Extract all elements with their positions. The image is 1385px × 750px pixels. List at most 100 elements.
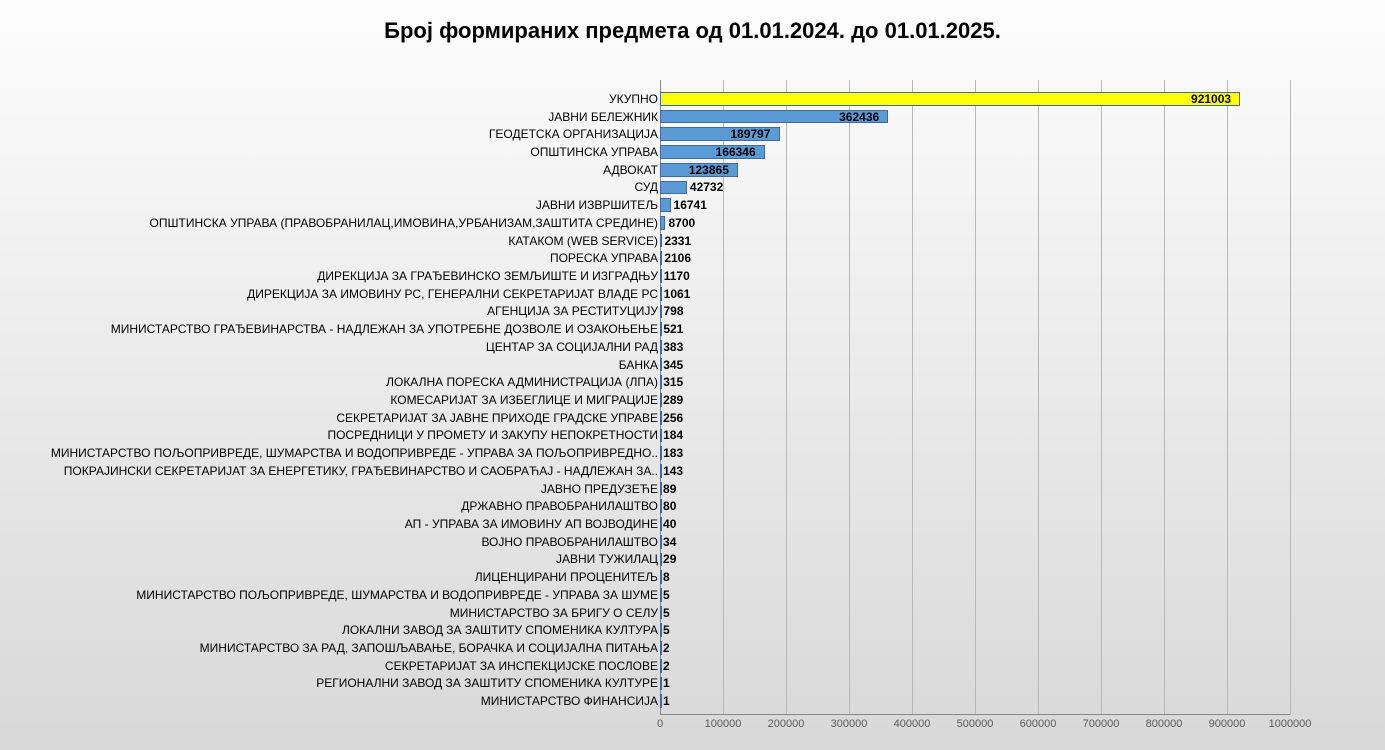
bar-rect [660, 641, 662, 655]
bar-row: ВОЈНО ПРАВОБРАНИЛАШТВО 34 [0, 535, 1290, 549]
bar-row: ГЕОДЕТСКА ОРГАНИЗАЦИЈА189797 [0, 127, 1290, 141]
bar-category-label: ПОСРЕДНИЦИ У ПРОМЕТУ И ЗАКУПУ НЕПОКРЕТНО… [327, 428, 658, 442]
bar-row: ЈАВНИ БЕЛЕЖНИК362436 [0, 110, 1290, 124]
bar-row: ДРЖАВНО ПРАВОБРАНИЛАШТВО80 [0, 499, 1290, 513]
bar-row: МИНИСТАРСТВО ПОЉОПРИВРЕДЕ, ШУМАРСТВА И В… [0, 446, 1290, 460]
bar-row: ОПШТИНСКА УПРАВА 166346 [0, 145, 1290, 159]
x-tick-label: 900000 [1209, 718, 1246, 730]
x-tick-label: 700000 [1083, 718, 1120, 730]
bar-category-label: ПОКРАЈИНСКИ СЕКРЕТАРИЈАТ ЗА ЕНЕРГЕТИКУ, … [64, 464, 658, 478]
bar-category-label: ЈАВНИ ИЗВРШИТЕЉ [536, 198, 658, 212]
bar-row: ЛОКАЛНА ПОРЕСКА АДМИНИСТРАЦИЈА (ЛПА) 315 [0, 375, 1290, 389]
bar-rect [660, 429, 662, 443]
bar-rect [660, 659, 662, 673]
bar-row: ДИРЕКЦИЈА ЗА ГРАЂЕВИНСКО ЗЕМЉИШТЕ И ИЗГР… [0, 269, 1290, 283]
bar-value-label: 29 [663, 552, 676, 566]
bar-rect [660, 198, 671, 212]
bar-category-label: ДИРЕКЦИЈА ЗА ИМОВИНУ РС, ГЕНЕРАЛНИ СЕКРЕ… [247, 287, 658, 301]
x-tick-label: 300000 [831, 718, 868, 730]
bar-row: СЕКРЕТАРИЈАТ ЗА ЈАВНЕ ПРИХОДЕ ГРАДСКЕ УП… [0, 411, 1290, 425]
bar-value-label: 143 [663, 464, 683, 478]
bar-category-label: ЛОКАЛНИ ЗАВОД ЗА ЗАШТИТУ СПОМЕНИКА КУЛТУ… [342, 623, 658, 637]
bar-category-label: ЈАВНИ БЕЛЕЖНИК [548, 110, 658, 124]
bar-rect [660, 340, 662, 354]
bar-row: ЈАВНИ ИЗВРШИТЕЉ16741 [0, 198, 1290, 212]
bar-rect [660, 358, 662, 372]
bar-category-label: РЕГИОНАЛНИ ЗАВОД ЗА ЗАШТИТУ СПОМЕНИКА КУ… [316, 676, 658, 690]
bar-value-label: 315 [663, 375, 683, 389]
bar-category-label: СЕКРЕТАРИЈАТ ЗА ЈАВНЕ ПРИХОДЕ ГРАДСКЕ УП… [336, 411, 658, 425]
bar-value-label: 256 [663, 411, 683, 425]
x-axis-line [660, 714, 1290, 715]
bar-rect [660, 588, 662, 602]
bar-value-label: 34 [663, 535, 676, 549]
bar-rect [660, 305, 662, 319]
bar-category-label: АП - УПРАВА ЗА ИМОВИНУ АП ВОЈВОДИНЕ [405, 517, 658, 531]
bar-row: ЈАВНИ ТУЖИЛАЦ 29 [0, 553, 1290, 567]
chart-container: Број формираних предмета од 01.01.2024. … [0, 0, 1385, 750]
bar-value-label: 521 [663, 322, 683, 336]
bar-category-label: ЈАВНИ ТУЖИЛАЦ [556, 552, 658, 566]
bar-row: ЦЕНТАР ЗА СОЦИЈАЛНИ РАД383 [0, 340, 1290, 354]
bar-rect [660, 517, 662, 531]
bar-row: ОПШТИНСКА УПРАВА (ПРАВОБРАНИЛАЦ,ИМОВИНА,… [0, 216, 1290, 230]
bar-value-label: 921003 [1191, 92, 1231, 106]
bar-category-label: ОПШТИНСКА УПРАВА (ПРАВОБРАНИЛАЦ,ИМОВИНА,… [150, 216, 658, 230]
bar-rect [660, 535, 662, 549]
bar-value-label: 8700 [668, 216, 695, 230]
bar-rect-highlight [660, 92, 1240, 106]
bar-value-label: 5 [663, 606, 670, 620]
bar-category-label: ВОЈНО ПРАВОБРАНИЛАШТВО [481, 535, 658, 549]
bar-rect [660, 411, 662, 425]
bars-region: УКУПНО921003ЈАВНИ БЕЛЕЖНИК362436ГЕОДЕТСК… [0, 90, 1290, 710]
x-tick-label: 200000 [768, 718, 805, 730]
bar-value-label: 8 [663, 570, 670, 584]
bar-category-label: КОМЕСАРИЈАТ ЗА ИЗБЕГЛИЦЕ И МИГРАЦИЈЕ [390, 393, 658, 407]
bar-category-label: СЕКРЕТАРИЈАТ ЗА ИНСПЕКЦИЈСКЕ ПОСЛОВЕ [385, 659, 658, 673]
bar-row: ЛИЦЕНЦИРАНИ ПРОЦЕНИТЕЉ8 [0, 570, 1290, 584]
bar-value-label: 289 [663, 393, 683, 407]
bar-rect [660, 482, 662, 496]
bar-rect [660, 322, 662, 336]
bar-row: МИНИСТАРСТВО ПОЉОПРИВРЕДЕ, ШУМАРСТВА И В… [0, 588, 1290, 602]
bar-rect [660, 499, 662, 513]
bar-value-label: 5 [663, 623, 670, 637]
bar-row: АГЕНЦИЈА ЗА РЕСТИТУЦИЈУ798 [0, 305, 1290, 319]
bar-rect [660, 234, 662, 248]
bar-row: КОМЕСАРИЈАТ ЗА ИЗБЕГЛИЦЕ И МИГРАЦИЈЕ 289 [0, 393, 1290, 407]
bar-row: БАНКА345 [0, 358, 1290, 372]
x-tick-label: 500000 [957, 718, 994, 730]
bar-rect [660, 181, 687, 195]
bar-row: МИНИСТАРСТВО ЗА БРИГУ О СЕЛУ5 [0, 606, 1290, 620]
bar-value-label: 1 [663, 694, 670, 708]
bar-row: ДИРЕКЦИЈА ЗА ИМОВИНУ РС, ГЕНЕРАЛНИ СЕКРЕ… [0, 287, 1290, 301]
x-tick-label: 0 [657, 718, 663, 730]
bar-category-label: ЈАВНО ПРЕДУЗЕЋЕ [541, 482, 658, 496]
bar-value-label: 1061 [664, 287, 691, 301]
bar-category-label: ОПШТИНСКА УПРАВА [530, 145, 658, 159]
bar-value-label: 166346 [716, 145, 756, 159]
bar-category-label: БАНКА [619, 358, 658, 372]
bar-category-label: ПОРЕСКА УПРАВА [550, 251, 658, 265]
bar-category-label: КАТАКОМ (WEB SERVICE) [508, 234, 658, 248]
bar-value-label: 1 [663, 676, 670, 690]
bar-value-label: 189797 [730, 127, 770, 141]
bar-row: ЈАВНО ПРЕДУЗЕЋЕ89 [0, 482, 1290, 496]
x-tick-label: 800000 [1146, 718, 1183, 730]
bar-category-label: АДВОКАТ [603, 163, 658, 177]
bar-category-label: МИНИСТАРСТВО ЗА РАД, ЗАПОШЉАВАЊЕ, БОРАЧК… [200, 641, 658, 655]
bar-row: МИНИСТАРСТВО ФИНАНСИЈА1 [0, 694, 1290, 708]
bar-value-label: 798 [664, 304, 684, 318]
x-axis: 0100000200000300000400000500000600000700… [660, 718, 1290, 738]
bar-rect [660, 570, 662, 584]
bar-value-label: 40 [663, 517, 676, 531]
bar-category-label: ЛОКАЛНА ПОРЕСКА АДМИНИСТРАЦИЈА (ЛПА) [386, 375, 658, 389]
bar-value-label: 184 [663, 428, 683, 442]
bar-value-label: 2 [663, 659, 670, 673]
bar-rect [660, 677, 662, 691]
bar-row: КАТАКОМ (WEB SERVICE)2331 [0, 234, 1290, 248]
bar-rect [660, 375, 662, 389]
bar-category-label: ДИРЕКЦИЈА ЗА ГРАЂЕВИНСКО ЗЕМЉИШТЕ И ИЗГР… [317, 269, 658, 283]
bar-category-label: СУД [635, 180, 658, 194]
bar-rect [660, 269, 662, 283]
